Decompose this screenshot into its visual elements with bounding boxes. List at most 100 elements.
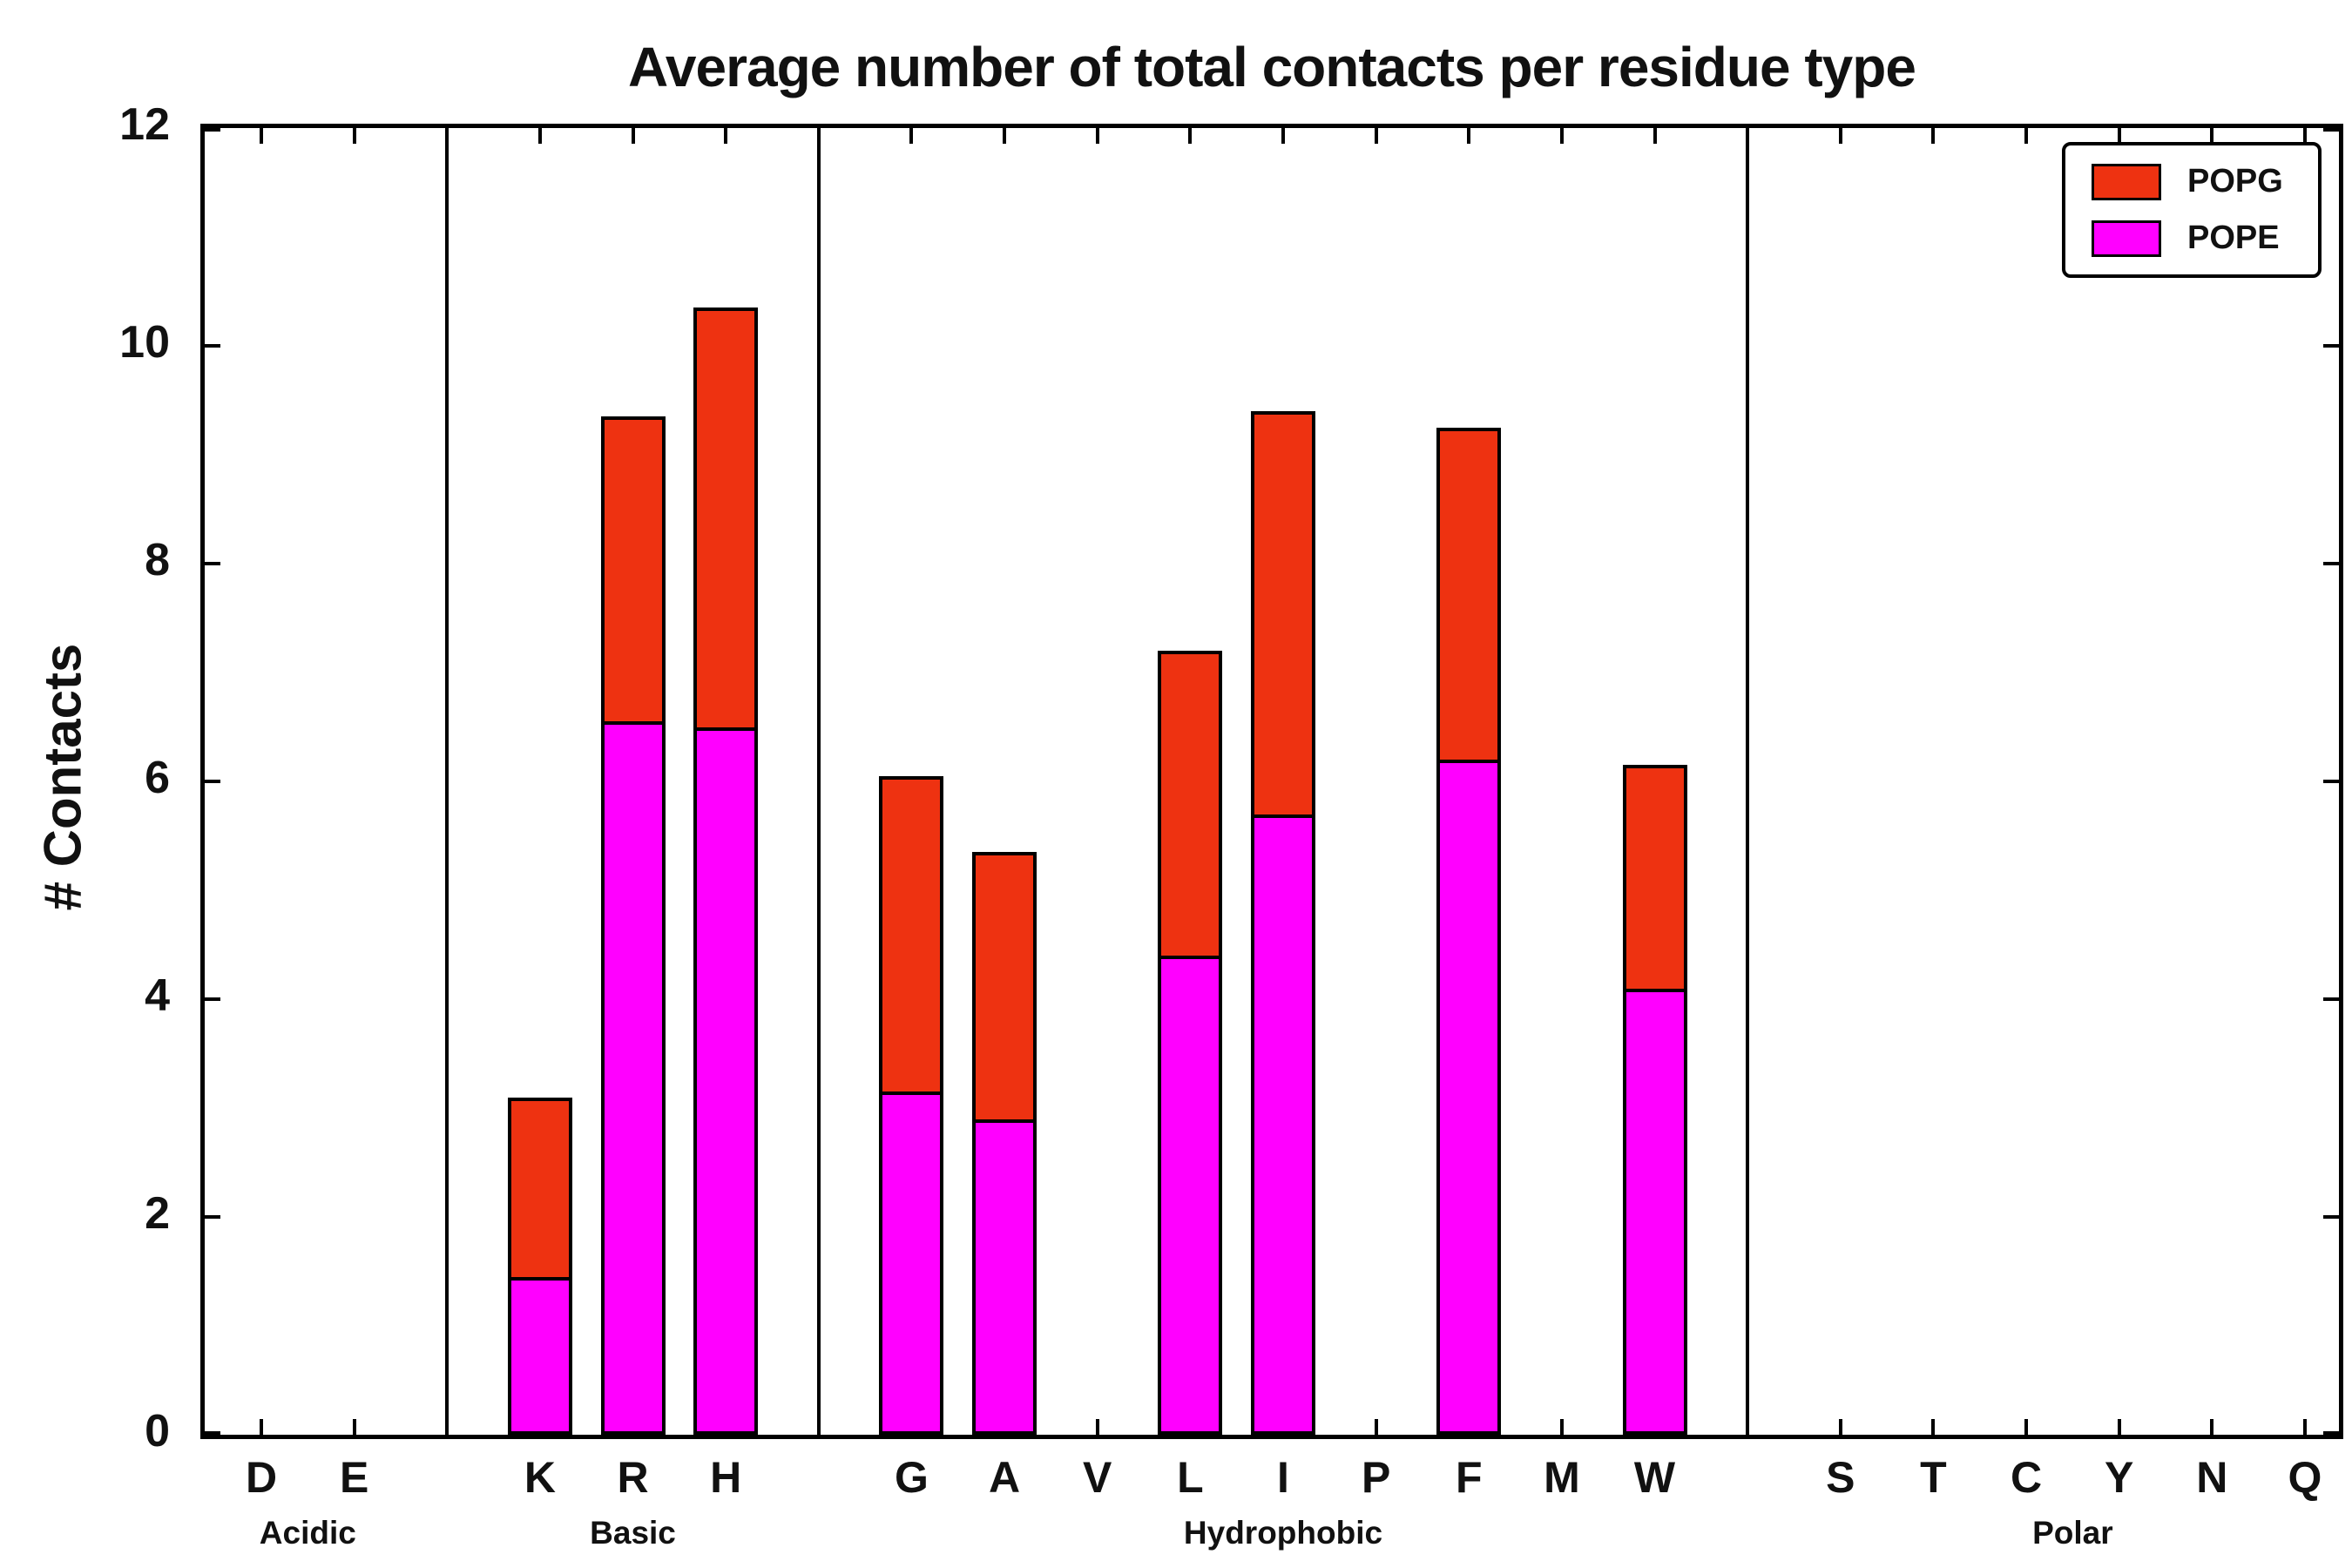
x-tick-label: R bbox=[617, 1453, 649, 1502]
stacked-bar bbox=[972, 852, 1037, 1435]
y-tick-left bbox=[205, 1215, 220, 1219]
x-tick-top bbox=[1931, 128, 1936, 144]
x-tick-label: G bbox=[895, 1453, 929, 1502]
x-tick-label: S bbox=[1826, 1453, 1855, 1502]
x-tick-top bbox=[537, 128, 542, 144]
x-tick-top bbox=[1467, 128, 1471, 144]
x-tick-top bbox=[631, 128, 635, 144]
y-tick-left bbox=[205, 562, 220, 565]
x-tick-top bbox=[1095, 128, 1099, 144]
x-tick-label: V bbox=[1083, 1453, 1112, 1502]
x-tick-label: A bbox=[989, 1453, 1021, 1502]
x-tick-label: W bbox=[1633, 1453, 1676, 1502]
group-label: Basic bbox=[590, 1515, 676, 1551]
y-tick-label: 10 bbox=[119, 317, 170, 368]
x-tick-bottom bbox=[1559, 1419, 1564, 1435]
x-tick-top bbox=[1003, 128, 1007, 144]
x-tick-top bbox=[1374, 128, 1378, 144]
stacked-bar bbox=[879, 775, 944, 1435]
x-tick-bottom bbox=[1931, 1419, 1936, 1435]
x-tick-label: T bbox=[1920, 1453, 1947, 1502]
x-tick-top bbox=[1838, 128, 1842, 144]
x-tick-label: H bbox=[710, 1453, 742, 1502]
x-tick-label: M bbox=[1544, 1453, 1580, 1502]
x-tick-bottom bbox=[1095, 1419, 1099, 1435]
group-label: Acidic bbox=[259, 1515, 356, 1551]
group-label: Hydrophobic bbox=[1183, 1515, 1383, 1551]
x-tick-top bbox=[909, 128, 914, 144]
x-tick-bottom bbox=[260, 1419, 263, 1435]
popg-color-swatch bbox=[2092, 163, 2161, 200]
x-tick-top bbox=[1559, 128, 1564, 144]
stacked-bar bbox=[1622, 765, 1687, 1435]
bar-segment-pope bbox=[510, 1276, 569, 1431]
x-tick-label: C bbox=[2011, 1453, 2043, 1502]
y-tick-right bbox=[2323, 1215, 2339, 1219]
x-tick-bottom bbox=[2303, 1419, 2307, 1435]
x-tick-bottom bbox=[1374, 1419, 1378, 1435]
x-tick-bottom bbox=[352, 1419, 356, 1435]
legend-label-pope: POPE bbox=[2187, 220, 2280, 256]
legend: POPG POPE bbox=[2062, 142, 2322, 278]
group-divider bbox=[445, 128, 449, 1435]
x-tick-label: Q bbox=[2288, 1453, 2322, 1502]
y-tick-right bbox=[2323, 344, 2339, 348]
x-tick-bottom bbox=[2024, 1419, 2029, 1435]
x-tick-top bbox=[1188, 128, 1193, 144]
x-tick-bottom bbox=[2210, 1419, 2214, 1435]
x-tick-top bbox=[2303, 128, 2307, 144]
chart-title: Average number of total contacts per res… bbox=[628, 36, 1916, 98]
x-tick-label: I bbox=[1277, 1453, 1289, 1502]
legend-label-popg: POPG bbox=[2187, 163, 2283, 199]
y-tick-right bbox=[2323, 128, 2339, 132]
x-tick-top bbox=[1281, 128, 1285, 144]
legend-item-popg: POPG bbox=[2092, 163, 2292, 200]
group-divider bbox=[816, 128, 821, 1435]
bar-segment-pope bbox=[1625, 988, 1684, 1431]
pope-color-swatch bbox=[2092, 220, 2161, 257]
x-tick-top bbox=[352, 128, 356, 144]
x-tick-bottom bbox=[1838, 1419, 1842, 1435]
bar-segment-pope bbox=[1254, 814, 1312, 1431]
y-tick-right bbox=[2323, 1431, 2339, 1435]
x-tick-top bbox=[2117, 128, 2121, 144]
x-tick-label: L bbox=[1177, 1453, 1204, 1502]
x-tick-top bbox=[724, 128, 728, 144]
x-tick-label: F bbox=[1455, 1453, 1483, 1502]
x-tick-label: N bbox=[2196, 1453, 2228, 1502]
stacked-bar bbox=[1158, 651, 1223, 1435]
x-tick-label: D bbox=[245, 1453, 278, 1502]
plot-area: POPG POPE D E K R H G A V L I P F M W S T C Y N Q Acidic Basi… bbox=[119, 99, 2343, 1551]
y-tick-left bbox=[205, 780, 220, 783]
x-tick-label: P bbox=[1361, 1453, 1391, 1502]
y-tick-left bbox=[205, 344, 220, 348]
stacked-bar bbox=[693, 308, 759, 1435]
x-tick-label: E bbox=[339, 1453, 369, 1502]
stacked-bar bbox=[1251, 411, 1315, 1435]
bar-segment-pope bbox=[976, 1119, 1034, 1431]
x-tick-top bbox=[2210, 128, 2214, 144]
y-tick-label: 2 bbox=[145, 1188, 170, 1239]
y-tick-label: 4 bbox=[145, 970, 170, 1021]
y-tick-right bbox=[2323, 997, 2339, 1001]
bar-segment-pope bbox=[604, 721, 662, 1431]
y-tick-label: 8 bbox=[145, 535, 170, 585]
y-tick-label: 12 bbox=[119, 99, 170, 150]
y-tick-right bbox=[2323, 562, 2339, 565]
stacked-bar bbox=[1436, 427, 1502, 1435]
x-tick-bottom bbox=[2117, 1419, 2121, 1435]
x-tick-label: Y bbox=[2105, 1453, 2134, 1502]
bar-segment-pope bbox=[697, 727, 755, 1431]
x-tick-top bbox=[2024, 128, 2029, 144]
x-tick-top bbox=[260, 128, 263, 144]
x-tick-label: K bbox=[524, 1453, 556, 1502]
bar-segment-pope bbox=[1440, 760, 1498, 1431]
y-tick-label: 0 bbox=[145, 1406, 170, 1456]
bar-segment-pope bbox=[882, 1092, 941, 1431]
stacked-bar bbox=[600, 416, 666, 1435]
y-tick-right bbox=[2323, 780, 2339, 783]
x-tick-top bbox=[1652, 128, 1657, 144]
y-tick-left bbox=[205, 1431, 220, 1435]
y-tick-left bbox=[205, 997, 220, 1001]
group-label: Polar bbox=[2032, 1515, 2113, 1551]
